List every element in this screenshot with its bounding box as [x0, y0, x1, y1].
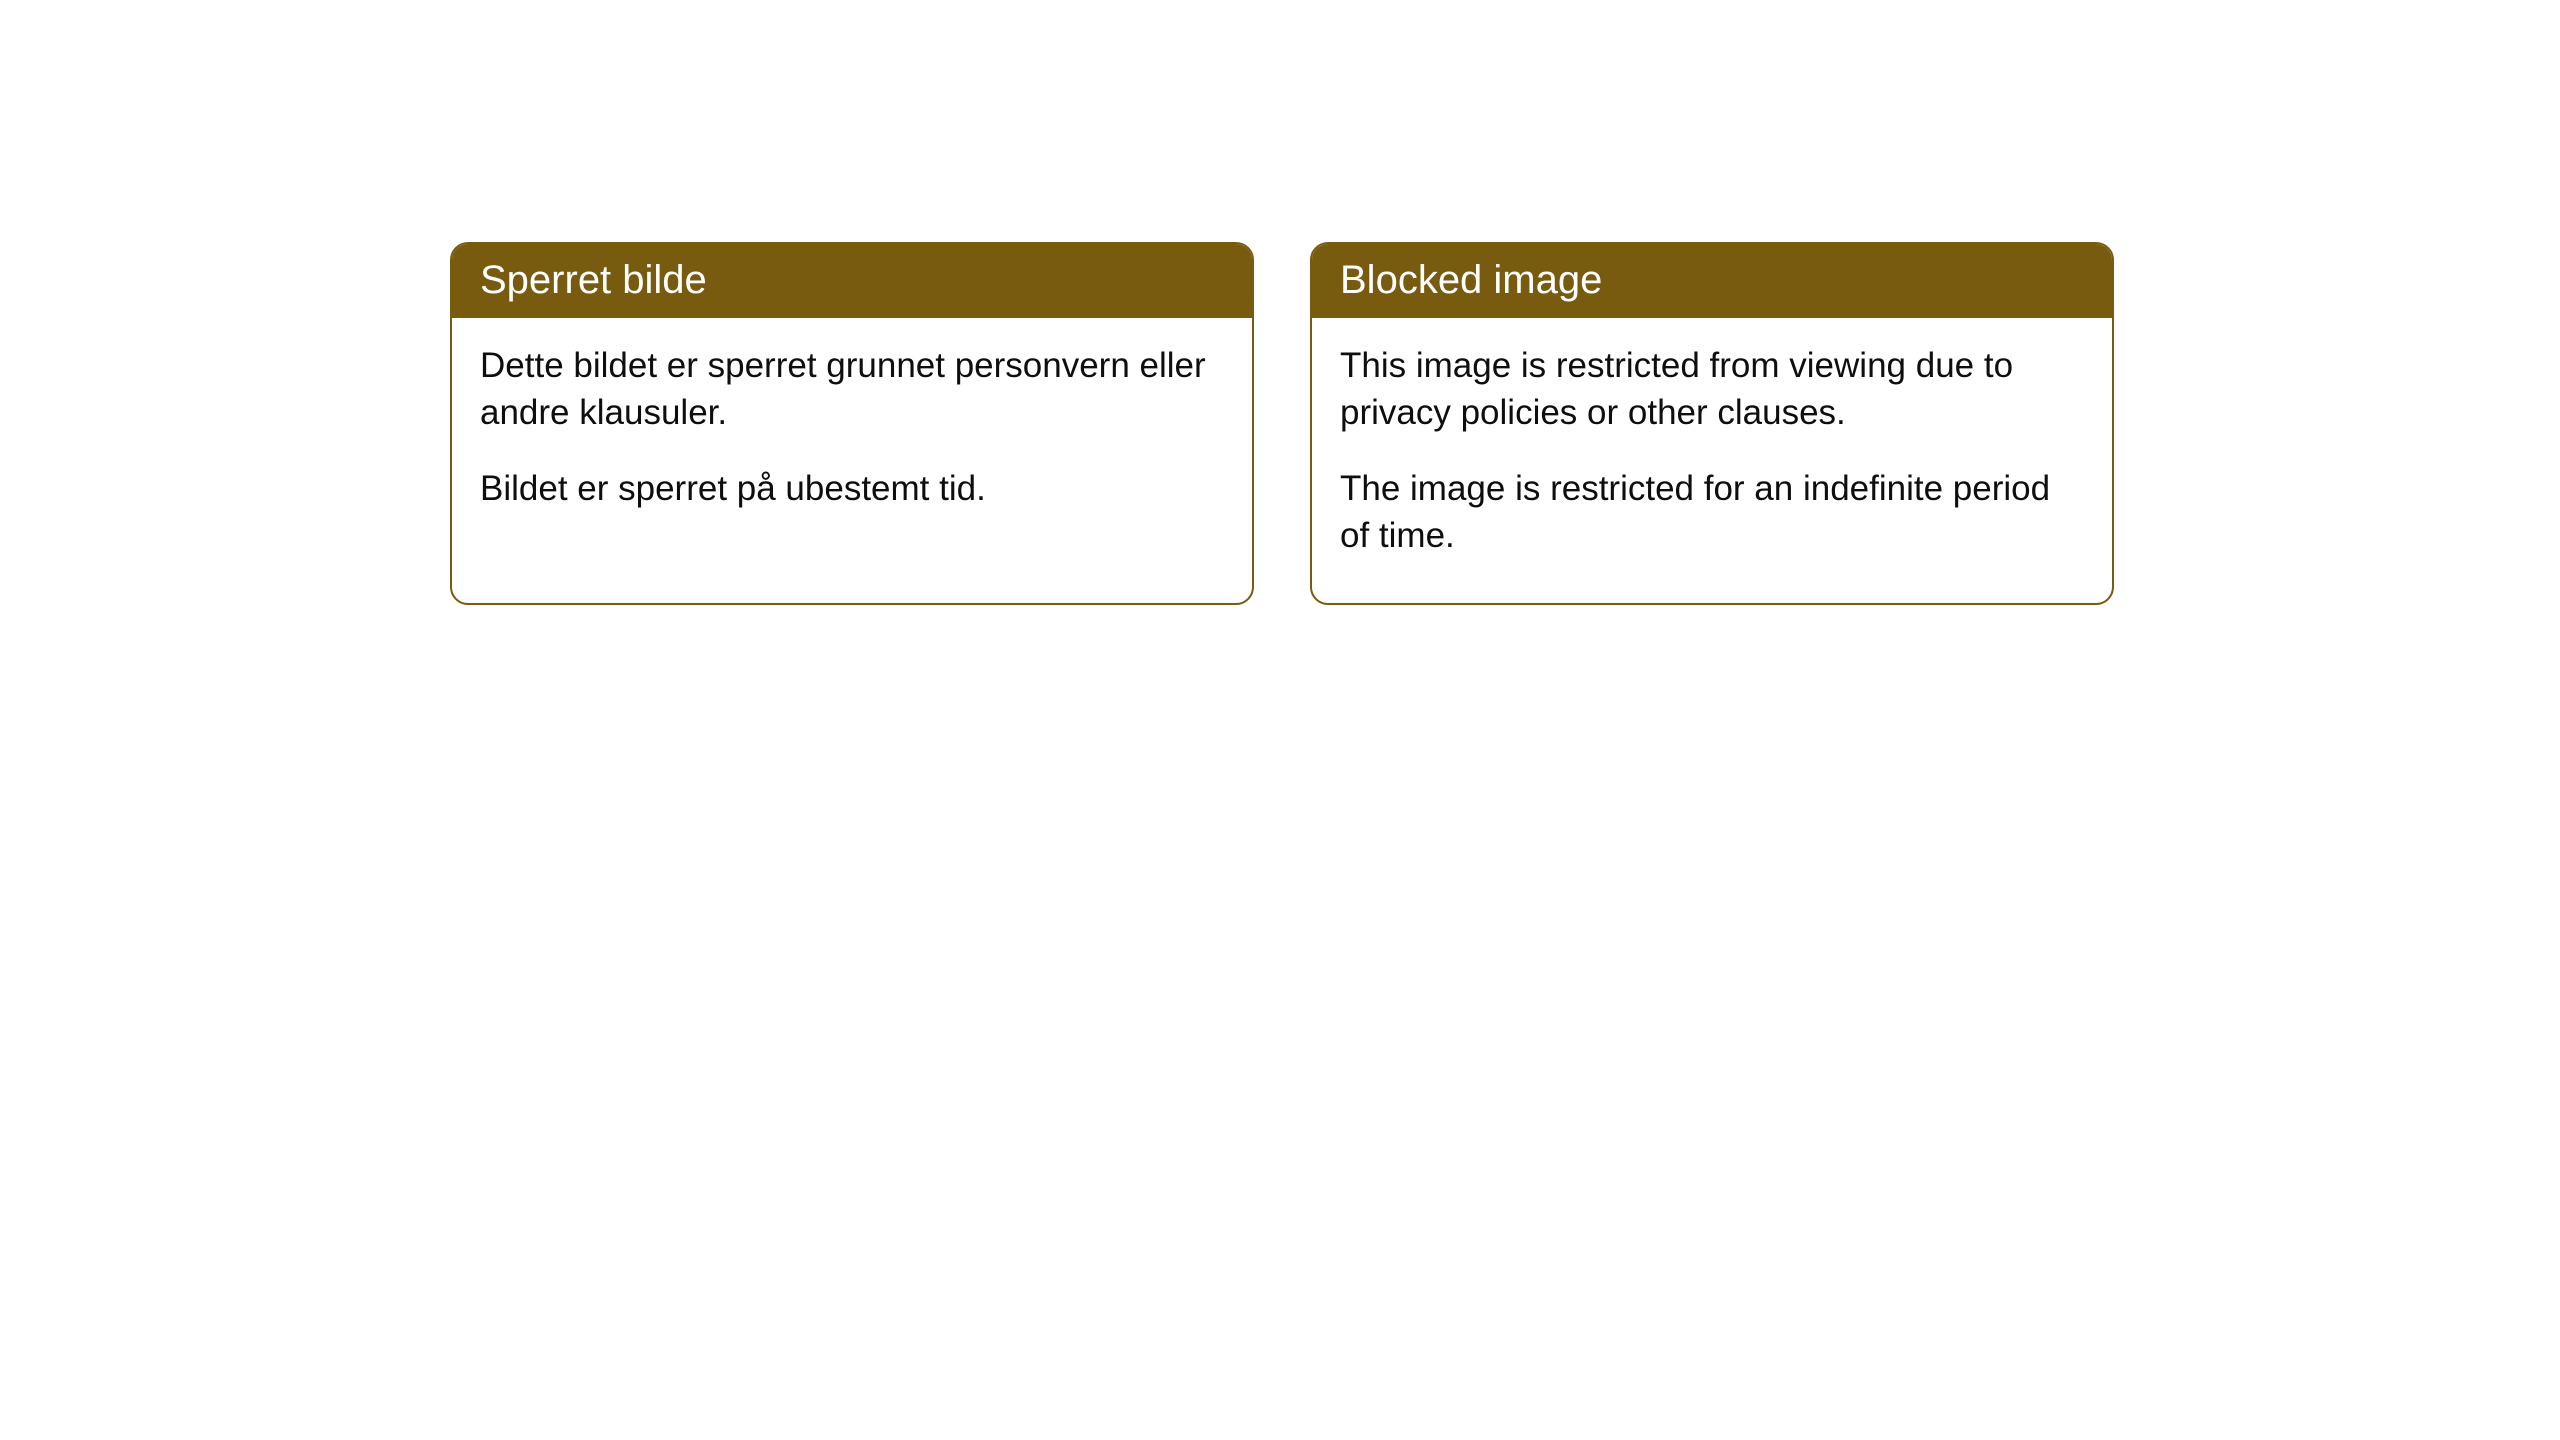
card-paragraph: This image is restricted from viewing du… [1340, 342, 2084, 437]
card-body: This image is restricted from viewing du… [1312, 318, 2112, 603]
card-paragraph: The image is restricted for an indefinit… [1340, 465, 2084, 560]
notice-card-english: Blocked image This image is restricted f… [1310, 242, 2114, 605]
card-paragraph: Bildet er sperret på ubestemt tid. [480, 465, 1224, 512]
card-paragraph: Dette bildet er sperret grunnet personve… [480, 342, 1224, 437]
notice-card-norwegian: Sperret bilde Dette bildet er sperret gr… [450, 242, 1254, 605]
card-body: Dette bildet er sperret grunnet personve… [452, 318, 1252, 556]
card-title: Sperret bilde [452, 244, 1252, 318]
card-title: Blocked image [1312, 244, 2112, 318]
notice-cards-container: Sperret bilde Dette bildet er sperret gr… [450, 242, 2114, 605]
